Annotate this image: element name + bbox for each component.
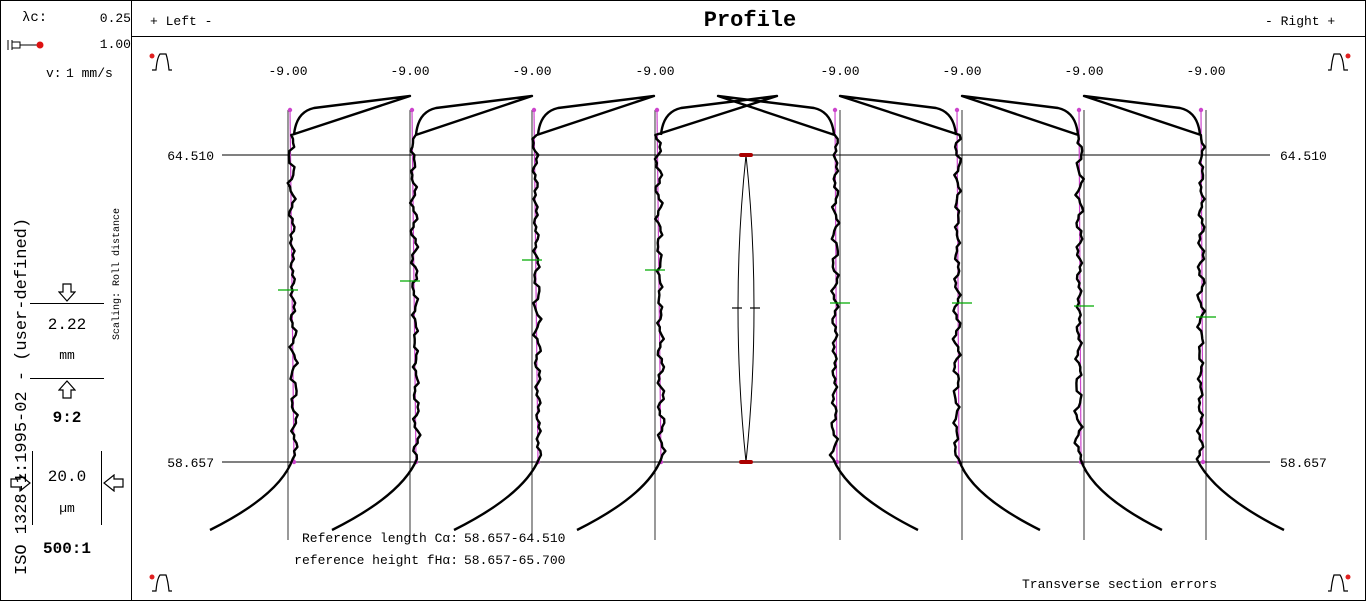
tooth-deviation-label: -9.00 bbox=[820, 64, 859, 79]
arrow-down-icon bbox=[58, 283, 76, 302]
arrow-left-icon bbox=[103, 474, 124, 492]
tolerance-dot bbox=[1076, 107, 1082, 113]
ref-height-value: 58.657-65.700 bbox=[464, 553, 566, 568]
tooth-deviation-label: -9.00 bbox=[1186, 64, 1225, 79]
profile-curve bbox=[716, 94, 919, 532]
right-flank-label: - Right + bbox=[1265, 14, 1336, 29]
speed-value: 1 mm/s bbox=[66, 66, 113, 81]
scale-line-top bbox=[30, 303, 104, 304]
reference-label-right: 64.510 bbox=[1280, 149, 1327, 164]
reference-label-left: 64.510 bbox=[167, 149, 214, 164]
lambda-label: λc: bbox=[22, 10, 48, 26]
tooth-icon bbox=[1328, 574, 1351, 592]
tooth-icon bbox=[149, 53, 172, 71]
vertical-scale-unit: µm bbox=[59, 501, 75, 516]
ref-height-label: reference height fHα: bbox=[294, 553, 458, 568]
horizontal-scale-value: 2.22 bbox=[47, 316, 87, 334]
tooth-deviation-label: -9.00 bbox=[512, 64, 551, 79]
tooth-deviation-label: -9.00 bbox=[268, 64, 307, 79]
tooth-icon bbox=[149, 574, 172, 592]
tooth-deviation-label: -9.00 bbox=[1064, 64, 1103, 79]
filter-value: 1.00 bbox=[99, 37, 131, 52]
tooth-deviation-label: -9.00 bbox=[635, 64, 674, 79]
profile-curve bbox=[331, 94, 534, 532]
arrow-right-icon bbox=[10, 474, 31, 492]
profile-curve bbox=[209, 94, 412, 532]
tolerance-dot bbox=[1198, 107, 1204, 113]
lambda-value: 0.25 bbox=[99, 11, 131, 26]
tolerance-dot bbox=[1200, 459, 1206, 465]
lens-endpoint bbox=[739, 153, 753, 157]
ref-length-label: Reference length Cα: bbox=[301, 531, 458, 546]
tooth-deviation-label: -9.00 bbox=[942, 64, 981, 79]
left-flank-label: + Left - bbox=[150, 14, 213, 29]
profile-curve bbox=[960, 94, 1163, 532]
tooth-icon bbox=[1328, 53, 1351, 71]
filter-slider-icon bbox=[7, 40, 44, 50]
scale-line-bottom bbox=[30, 378, 104, 379]
tolerance-dot bbox=[832, 107, 838, 113]
arrow-up-icon bbox=[58, 380, 76, 399]
tolerance-dot bbox=[409, 107, 415, 113]
horizontal-ratio: 9:2 bbox=[52, 409, 82, 427]
vertical-scale-value: 20.0 bbox=[47, 468, 87, 486]
tolerance-dot bbox=[287, 107, 293, 113]
chart-title: Profile bbox=[703, 8, 797, 33]
horizontal-scale-unit: mm bbox=[59, 348, 75, 363]
ref-length-value: 58.657-64.510 bbox=[464, 531, 566, 546]
scale-bracket-left bbox=[32, 451, 33, 525]
profile-curve bbox=[1082, 94, 1285, 532]
tolerance-dot bbox=[654, 107, 660, 113]
lens-endpoint bbox=[739, 460, 753, 464]
scale-bracket-right bbox=[101, 451, 102, 525]
section-note: Transverse section errors bbox=[1022, 577, 1218, 592]
reference-label-left: 58.657 bbox=[167, 456, 214, 471]
profile-curve bbox=[576, 94, 779, 532]
tooth-deviation-label: -9.00 bbox=[390, 64, 429, 79]
vertical-ratio: 500:1 bbox=[42, 540, 91, 558]
profile-curve bbox=[838, 94, 1041, 532]
profile-curve bbox=[453, 94, 656, 532]
reference-label-right: 58.657 bbox=[1280, 456, 1327, 471]
sidebar-divider bbox=[131, 0, 132, 600]
tolerance-dot bbox=[954, 107, 960, 113]
tolerance-dot bbox=[531, 107, 537, 113]
header-divider bbox=[131, 36, 1366, 37]
speed-label: v: bbox=[46, 66, 62, 81]
